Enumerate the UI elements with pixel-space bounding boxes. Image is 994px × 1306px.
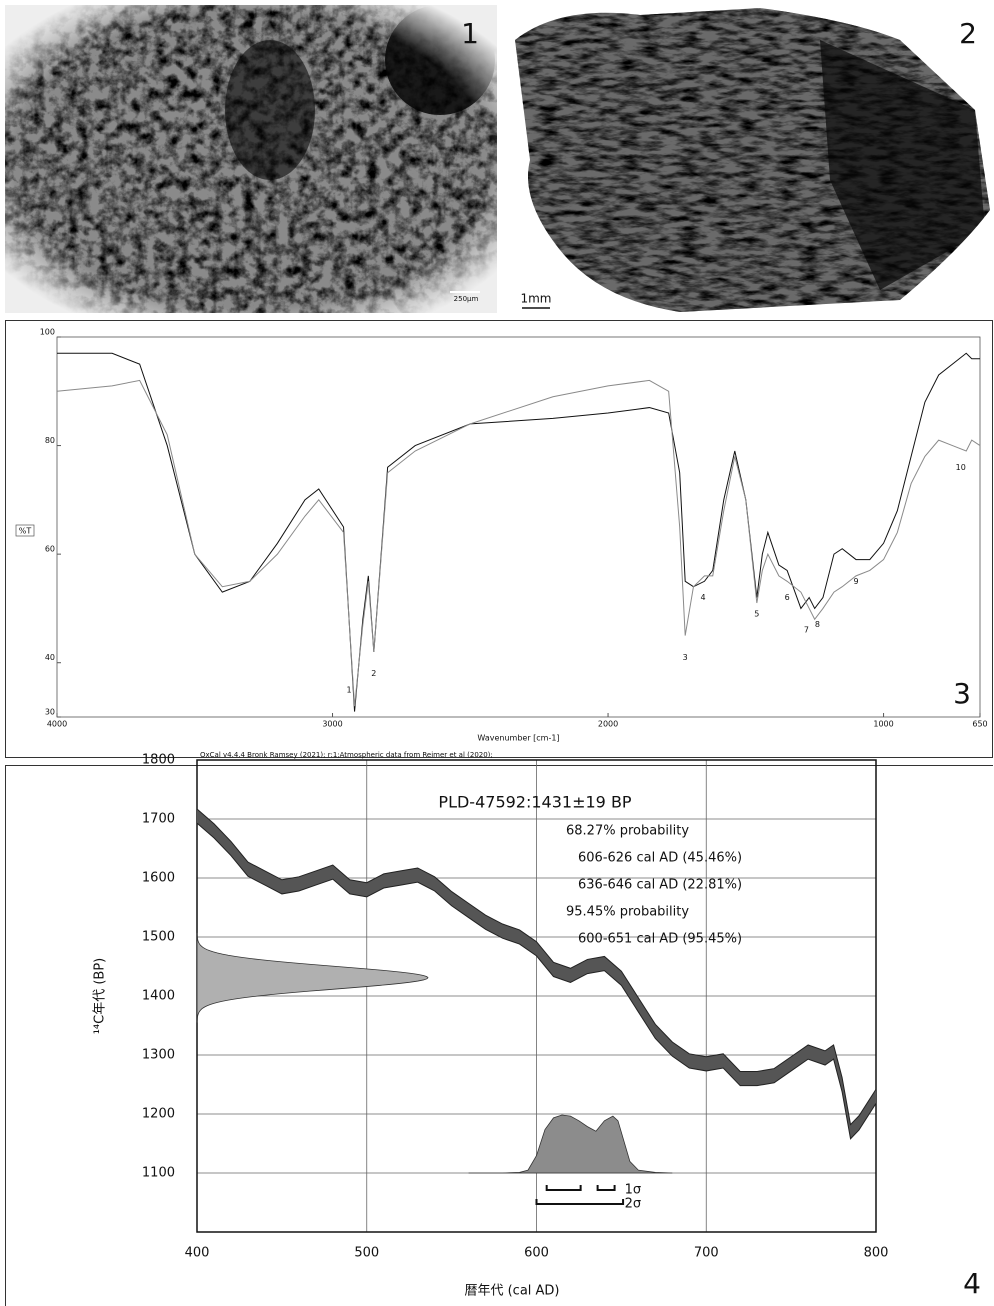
x-tick-label: 400 [185,1246,210,1261]
y-tick-label: 1400 [142,989,175,1004]
peak-label: 10 [956,463,966,472]
plot-frame [56,336,981,718]
peak-label: 2 [371,669,376,678]
photo-2: 2 1mm [503,5,990,313]
peak-label: 4 [701,593,706,602]
sample-title: PLD-47592:1431±19 BP [438,793,631,812]
curve-edge [196,808,877,1126]
panel-label: 4 [963,1267,981,1300]
scale-label: 250μm [454,295,479,303]
range-label: 2σ [625,1197,642,1212]
y-tick-label: 40 [45,653,55,662]
y-tick-label: 1300 [142,1048,175,1063]
y-tick-label: 1700 [142,812,175,827]
bp-distribution [196,932,429,1023]
panel-frame [5,765,993,1306]
x-tick-label: 1000 [873,720,893,729]
y-axis-label: %T [19,527,32,536]
peak-label: 7 [804,626,809,635]
x-tick-label: 650 [972,720,987,729]
peak-label: 3 [683,653,688,662]
y-tick-label: 30 [45,708,55,717]
x-tick-label: 800 [864,1246,889,1261]
peak-label: 9 [853,577,858,586]
x-axis-label: Wavenumber [cm-1] [477,734,559,743]
range-bracket [535,1199,625,1205]
y-tick-label: 1200 [142,1107,175,1122]
range-bracket [596,1185,616,1191]
y-tick-label: 1800 [142,753,175,768]
x-tick-label: 600 [524,1246,549,1261]
spectrum-line [56,379,981,707]
calibration-chart: 400 500 600 700 800 1100 1200 1300 1400 1500 1600 1… [93,751,981,1300]
header: OxCal v4.4.4 Bronk Ramsey (2021); r:1;At… [200,751,493,759]
y-tick-label: 1600 [142,871,175,886]
x-tick-label: 4000 [47,720,67,729]
panel-frame [5,320,993,758]
peak-label: 6 [785,593,790,602]
x-tick-label: 700 [694,1246,719,1261]
probability-note: 606-626 cal AD (45.46%) [578,851,742,866]
probability-note: 636-646 cal AD (22.81%) [578,878,742,893]
x-axis-label: 暦年代 (cal AD) [464,1284,559,1299]
photo-label: 1 [461,17,479,50]
peak-label: 5 [754,609,759,618]
scale-label: 1mm [520,292,551,306]
curve-edge [196,822,877,1140]
y-tick-label: 1100 [142,1166,175,1181]
y-tick-label: 1500 [142,930,175,945]
y-axis-label: ¹⁴C年代 (BP) [93,958,108,1035]
probability-note: 95.45% probability [566,905,689,920]
y-tick-label: 60 [45,545,55,554]
peak-label: 1 [347,685,352,694]
y-tick-label: 100 [40,328,55,337]
panel-label: 3 [953,677,971,710]
y-tick-label: 80 [45,436,55,445]
probability-note: 68.27% probability [566,824,689,839]
photo-label: 2 [959,17,977,50]
range-label: 1σ [625,1183,642,1198]
photo-1: 1 250μm [5,5,497,313]
probability-note: 600-651 cal AD (95.45%) [578,932,742,947]
calendar-distribution [468,1114,673,1174]
x-tick-label: 2000 [598,720,618,729]
x-tick-label: 3000 [322,720,342,729]
ir-spectrum: 4000 3000 2000 1000 650 30 40 60 80 100 %T Wavenumb… [15,328,988,743]
curve-band [197,808,876,1139]
spectrum-line [57,352,980,712]
range-bracket [545,1185,582,1191]
peak-label: 8 [815,620,820,629]
y-label-box [15,524,35,537]
x-tick-label: 500 [354,1246,379,1261]
